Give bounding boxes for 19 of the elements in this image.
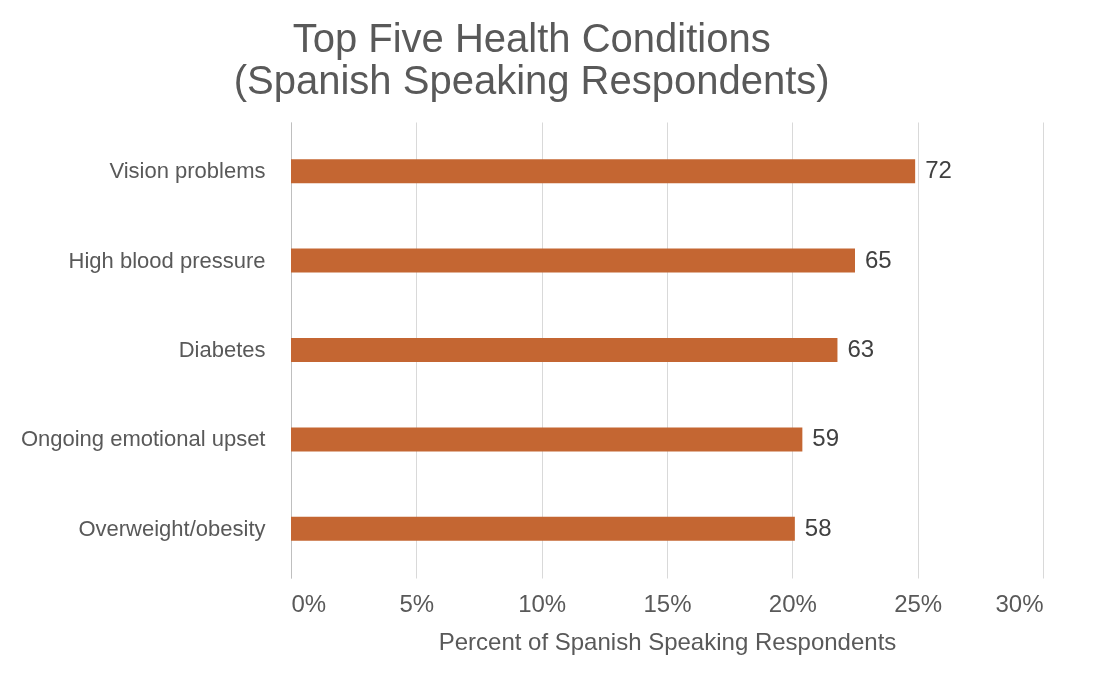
annotation: 63 xyxy=(847,335,875,362)
annotation: 72 xyxy=(925,156,952,184)
y-tick-label: Ongoing emotional upset xyxy=(20,426,266,452)
x-tick-label: 5% xyxy=(399,589,435,617)
x-tick-label: 25% xyxy=(894,589,943,617)
annotation: 59 xyxy=(812,424,840,452)
x-tick-label: 15% xyxy=(643,589,692,617)
x-tick-label: 0% xyxy=(291,589,327,617)
annotation: 65 xyxy=(865,245,892,273)
annotation: 58 xyxy=(804,513,832,541)
x-axis-title: Percent of Spanish Speaking Respondents xyxy=(438,627,897,655)
x-tick-label: 20% xyxy=(768,589,817,617)
y-tick-label: Overweight/obesity xyxy=(78,515,266,541)
x-tick-label: 30% xyxy=(995,589,1044,617)
x-tick-label: 10% xyxy=(518,589,567,617)
text: Top Five Health Conditions xyxy=(292,16,771,60)
y-tick-label: High blood pressure xyxy=(68,247,266,273)
y-tick-label: Diabetes xyxy=(178,337,266,362)
y-tick-label: Vision problems xyxy=(109,158,266,184)
